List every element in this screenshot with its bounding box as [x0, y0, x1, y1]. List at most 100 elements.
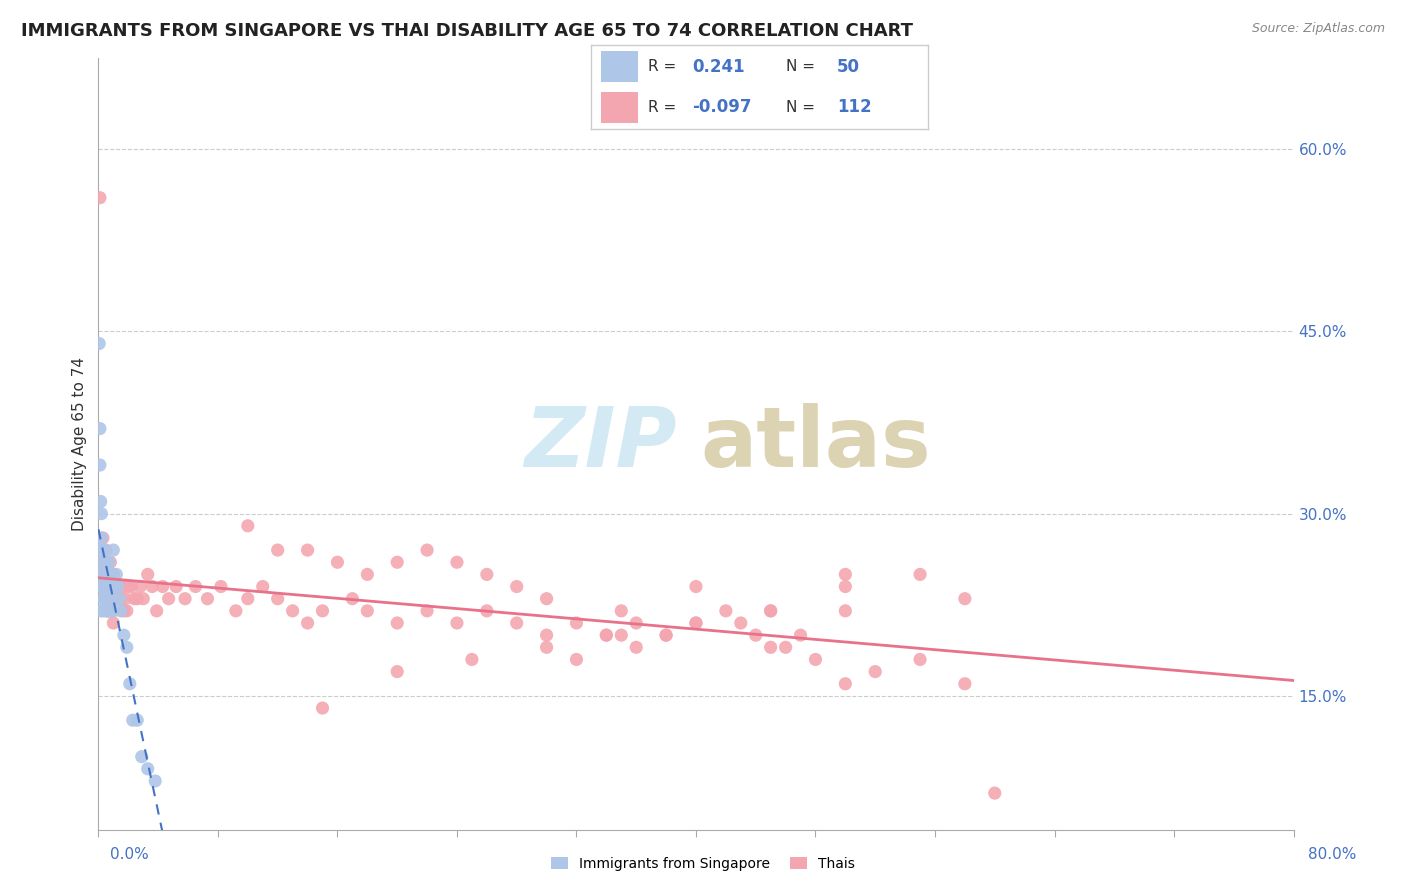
- Point: [115, 640, 138, 655]
- Point: [385, 665, 409, 679]
- Point: [91, 580, 114, 594]
- Point: [96, 567, 118, 582]
- Text: 112: 112: [837, 98, 872, 116]
- Point: [984, 786, 1007, 800]
- Point: [236, 518, 259, 533]
- Point: [759, 640, 782, 655]
- Point: [475, 604, 498, 618]
- Point: [118, 677, 141, 691]
- Point: [416, 543, 439, 558]
- Point: [281, 604, 304, 618]
- Point: [93, 591, 115, 606]
- Point: [461, 652, 484, 666]
- Point: [103, 567, 125, 582]
- Text: Source: ZipAtlas.com: Source: ZipAtlas.com: [1251, 22, 1385, 36]
- Point: [131, 749, 153, 764]
- Point: [311, 701, 333, 715]
- Point: [93, 543, 115, 558]
- Point: [105, 580, 128, 594]
- Point: [101, 604, 124, 618]
- Point: [90, 604, 112, 618]
- Point: [97, 567, 120, 582]
- Point: [93, 580, 115, 594]
- Point: [93, 567, 115, 582]
- Point: [101, 591, 124, 606]
- Point: [236, 591, 259, 606]
- Text: 80.0%: 80.0%: [1309, 847, 1357, 862]
- Point: [953, 677, 976, 691]
- Point: [745, 628, 768, 642]
- Point: [96, 555, 118, 569]
- Point: [775, 640, 797, 655]
- Point: [759, 604, 782, 618]
- Point: [152, 580, 174, 594]
- Point: [103, 543, 125, 558]
- Point: [565, 615, 588, 630]
- Point: [110, 591, 132, 606]
- Point: [225, 604, 247, 618]
- Point: [101, 567, 124, 582]
- Point: [94, 580, 117, 594]
- Point: [834, 677, 856, 691]
- Point: [342, 591, 364, 606]
- Point: [141, 580, 163, 594]
- Point: [90, 494, 112, 508]
- Point: [94, 580, 117, 594]
- Point: [143, 774, 166, 789]
- Point: [105, 567, 128, 582]
- Point: [104, 591, 127, 606]
- Text: 50: 50: [837, 58, 860, 76]
- Point: [91, 567, 114, 582]
- Point: [101, 567, 124, 582]
- Point: [626, 615, 648, 630]
- Point: [127, 591, 149, 606]
- Point: [536, 628, 558, 642]
- Point: [93, 555, 115, 569]
- Point: [98, 567, 122, 582]
- Point: [89, 543, 111, 558]
- Point: [91, 543, 114, 558]
- Point: [107, 591, 129, 606]
- Point: [103, 591, 125, 606]
- Point: [475, 567, 498, 582]
- Point: [311, 604, 333, 618]
- Text: 0.241: 0.241: [692, 58, 744, 76]
- Point: [94, 591, 117, 606]
- Point: [252, 580, 274, 594]
- Bar: [600, 52, 638, 82]
- Point: [98, 580, 122, 594]
- Point: [789, 628, 811, 642]
- Point: [93, 591, 115, 606]
- Point: [834, 604, 856, 618]
- Y-axis label: Disability Age 65 to 74: Disability Age 65 to 74: [72, 357, 87, 531]
- Point: [356, 604, 378, 618]
- Point: [685, 615, 707, 630]
- Point: [103, 615, 125, 630]
- Point: [655, 628, 678, 642]
- Point: [610, 604, 633, 618]
- Point: [91, 531, 114, 545]
- Point: [197, 591, 219, 606]
- Point: [685, 615, 707, 630]
- Point: [446, 615, 468, 630]
- Point: [136, 762, 159, 776]
- Point: [94, 567, 117, 582]
- Point: [174, 591, 197, 606]
- Point: [94, 604, 117, 618]
- Point: [121, 713, 143, 727]
- Point: [96, 580, 118, 594]
- Point: [91, 580, 114, 594]
- Point: [112, 628, 135, 642]
- Point: [326, 555, 349, 569]
- Point: [111, 580, 134, 594]
- Point: [97, 580, 120, 594]
- Point: [595, 628, 617, 642]
- Point: [89, 191, 111, 205]
- Point: [90, 567, 112, 582]
- Point: [730, 615, 752, 630]
- Point: [97, 604, 120, 618]
- Text: ZIP: ZIP: [524, 403, 676, 484]
- Point: [103, 604, 125, 618]
- Point: [110, 604, 132, 618]
- Point: [209, 580, 232, 594]
